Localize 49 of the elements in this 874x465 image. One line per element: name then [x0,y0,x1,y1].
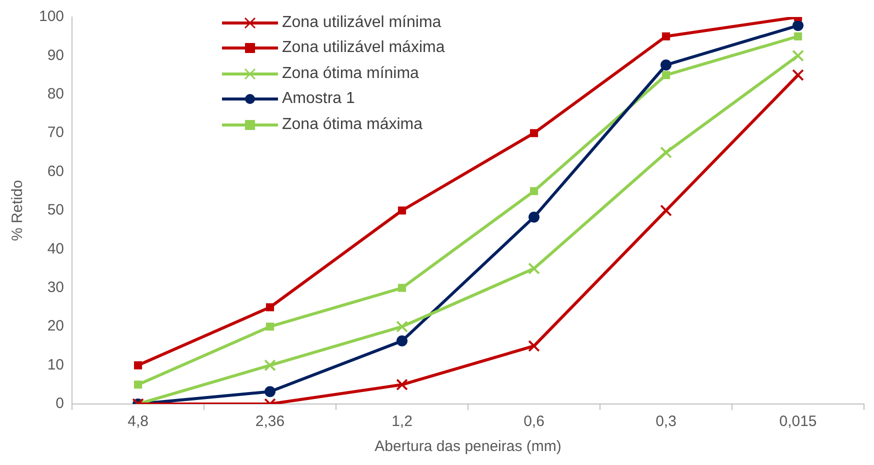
point [660,59,672,70]
point [266,303,274,312]
point [398,206,406,215]
point [792,50,804,62]
y-tick-label: 30 [47,279,64,296]
point [792,20,804,32]
legend-label: Zona utilizável máxima [282,39,445,58]
y-tick-label: 50 [47,202,64,219]
x-tick-label: 2,36 [255,413,285,430]
point [528,212,540,223]
point [662,32,670,40]
x-tick-label: 4,8 [128,413,148,430]
point [660,146,672,158]
point [266,322,274,331]
point [792,69,804,81]
point [264,359,276,372]
point [528,262,540,274]
point [134,380,142,389]
point [134,361,142,370]
point [396,320,408,333]
x-tick-label: 1,2 [392,413,412,430]
point [398,284,406,292]
point [530,187,538,196]
x-axis-title: Abertura das peneiras (mm) [374,438,562,456]
y-tick-label: 10 [47,356,64,374]
point [530,129,538,138]
point [264,386,276,398]
y-tick-label: 80 [47,86,64,103]
x-tick-label: 0,6 [524,413,544,430]
point [662,71,670,80]
y-tick-label: 90 [47,46,64,64]
y-tick-label: 20 [47,318,64,335]
x-tick-label: 0,015 [779,413,817,430]
point [794,32,802,40]
point [396,335,408,346]
point [528,340,540,352]
legend-label: Zona ótima mínima [282,64,419,83]
y-tick-label: 40 [47,240,64,258]
legend-label: Zona utilizável mínima [282,14,442,32]
y-tick-label: 100 [38,8,64,26]
y-tick-label: 0 [56,395,64,412]
point [660,204,672,216]
y-tick-label: 70 [47,124,64,142]
y-tick-label: 60 [47,162,64,180]
y-axis-title: % Retido [9,180,26,241]
legend-label: Zona ótima máxima [282,116,422,134]
point [396,378,408,391]
x-tick-label: 0,3 [656,413,676,430]
legend-label: Amostra 1 [282,90,355,108]
